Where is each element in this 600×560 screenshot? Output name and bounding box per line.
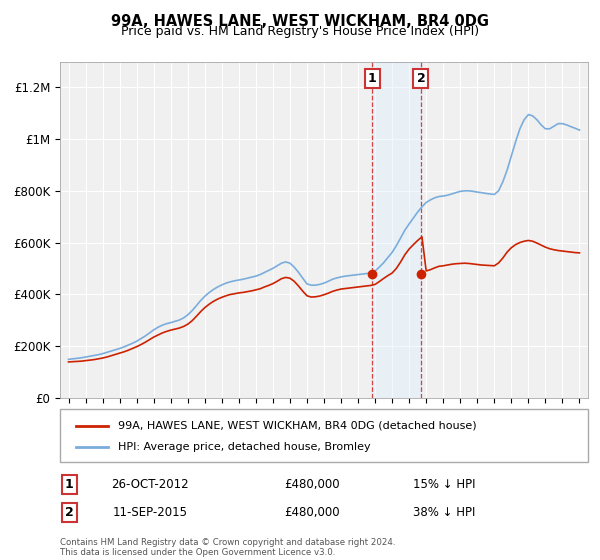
Text: Contains HM Land Registry data © Crown copyright and database right 2024.
This d: Contains HM Land Registry data © Crown c… — [60, 538, 395, 557]
Text: 11-SEP-2015: 11-SEP-2015 — [113, 506, 187, 519]
Text: £480,000: £480,000 — [284, 478, 340, 491]
Text: 1: 1 — [65, 478, 73, 491]
Text: 1: 1 — [368, 72, 376, 85]
Text: 2: 2 — [416, 72, 425, 85]
FancyBboxPatch shape — [60, 409, 588, 462]
Text: 99A, HAWES LANE, WEST WICKHAM, BR4 0DG (detached house): 99A, HAWES LANE, WEST WICKHAM, BR4 0DG (… — [118, 421, 477, 431]
Text: 2: 2 — [65, 506, 73, 519]
Text: HPI: Average price, detached house, Bromley: HPI: Average price, detached house, Brom… — [118, 442, 371, 452]
Text: £480,000: £480,000 — [284, 506, 340, 519]
Text: 38% ↓ HPI: 38% ↓ HPI — [413, 506, 475, 519]
Text: 26-OCT-2012: 26-OCT-2012 — [111, 478, 189, 491]
Text: 15% ↓ HPI: 15% ↓ HPI — [413, 478, 475, 491]
Text: 99A, HAWES LANE, WEST WICKHAM, BR4 0DG: 99A, HAWES LANE, WEST WICKHAM, BR4 0DG — [111, 14, 489, 29]
Text: Price paid vs. HM Land Registry's House Price Index (HPI): Price paid vs. HM Land Registry's House … — [121, 25, 479, 38]
Bar — [372, 62, 421, 398]
